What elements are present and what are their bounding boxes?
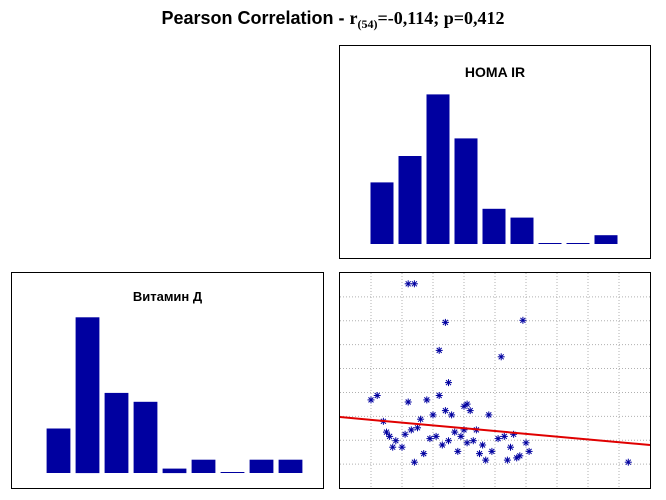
vitamin-d-bar-4 (133, 401, 158, 473)
homa-ir-histogram-panel: HOMA IR (339, 45, 651, 259)
scatter-point-26 (401, 430, 409, 438)
scatter-point-15 (448, 411, 456, 419)
scatter-point-28 (417, 415, 425, 423)
scatter-point-27 (407, 426, 415, 434)
scatter-point-46 (500, 432, 508, 440)
homa-ir-bar-7 (538, 243, 562, 244)
scatter-point-24 (392, 437, 400, 445)
stat-r: r (349, 8, 358, 28)
vitamin-d-bar-5 (162, 468, 187, 474)
scatter-point-1 (404, 280, 412, 288)
scatter-point-50 (503, 456, 511, 464)
chart-title: Pearson Correlation - r(54)=-0,114; p=0,… (0, 8, 666, 32)
scatter-point-23 (389, 443, 397, 451)
scatter-point-48 (513, 454, 521, 462)
scatter-point-32 (432, 432, 440, 440)
scatter-point-22 (386, 432, 394, 440)
vitamin-d-histogram (46, 317, 303, 474)
homa-ir-bar-2 (398, 156, 422, 244)
scatter-point-40 (469, 437, 477, 445)
vitamin-d-bar-7 (220, 472, 245, 473)
scatter-point-12 (429, 411, 437, 419)
title-stat: r(54)=-0,114; p=0,412 (349, 8, 505, 31)
scatter-point-6 (497, 353, 505, 361)
vitamin-d-bar-9 (278, 459, 303, 473)
scatter-point-56 (624, 458, 632, 466)
scatter-point-43 (482, 456, 490, 464)
scatter-point-14 (441, 407, 449, 415)
scatter-point-30 (410, 458, 418, 466)
homa-ir-bar-9 (594, 235, 618, 244)
scatter-point-35 (451, 428, 459, 436)
vitamin-d-bar-1 (46, 428, 71, 473)
scatter-point-21 (383, 428, 390, 436)
scatter-point-17 (463, 400, 471, 408)
scatterplot (340, 273, 651, 488)
scatter-point-8 (367, 396, 375, 404)
homa-ir-histogram (370, 94, 618, 245)
stat-values: =-0,114; p=0,412 (377, 8, 505, 28)
vitamin-d-bar-2 (75, 317, 100, 474)
scatter-point-34 (445, 437, 452, 445)
scatter-point-2 (410, 280, 418, 288)
vitamin-d-histogram-title: Витамин Д (132, 289, 203, 304)
scatter-point-39 (463, 439, 471, 447)
scatter-point-55 (414, 424, 421, 432)
scatter-point-25 (398, 443, 406, 451)
scatter-point-41 (476, 450, 483, 458)
scatter-point-52 (516, 452, 524, 460)
scatter-point-54 (525, 447, 533, 455)
scatter-point-13 (435, 392, 443, 399)
title-main: Pearson Correlation - (161, 8, 350, 28)
scatter-point-29 (420, 450, 428, 458)
scatter-point-36 (454, 447, 462, 455)
scatter-point-4 (519, 316, 527, 324)
homa-ir-histogram-title: HOMA IR (464, 64, 526, 80)
scatter-point-9 (373, 392, 381, 399)
scatter-point-53 (522, 439, 530, 447)
scatter-point-44 (488, 447, 496, 455)
scatter-point-42 (479, 441, 487, 449)
scatter-point-11 (423, 396, 431, 404)
scatter-point-33 (438, 441, 446, 449)
scatter-point-31 (426, 435, 434, 443)
scatter-point-45 (494, 435, 502, 443)
scatter-point-7 (445, 379, 452, 387)
scatter-point-5 (435, 346, 443, 354)
homa-ir-bar-1 (370, 182, 394, 244)
scatter-grid (340, 273, 650, 488)
scatter-point-49 (485, 411, 493, 419)
scatter-point-3 (441, 318, 449, 326)
homa-ir-bar-5 (482, 208, 506, 244)
vitamin-d-histogram-panel: Витамин Д (11, 272, 324, 489)
scatter-point-47 (507, 443, 514, 451)
scatter-point-10 (404, 398, 412, 406)
stat-df: (54) (357, 17, 378, 31)
homa-ir-bar-4 (454, 138, 478, 244)
homa-ir-bar-8 (566, 243, 590, 244)
scatterplot-panel (339, 272, 651, 489)
regression-line (340, 416, 651, 446)
homa-ir-bar-6 (510, 217, 534, 244)
vitamin-d-bar-6 (191, 459, 216, 473)
scatter-point-37 (457, 432, 465, 440)
scatter-point-18 (466, 407, 474, 415)
vitamin-d-bar-3 (104, 392, 129, 473)
vitamin-d-bar-8 (249, 459, 274, 473)
homa-ir-bar-3 (426, 94, 450, 245)
